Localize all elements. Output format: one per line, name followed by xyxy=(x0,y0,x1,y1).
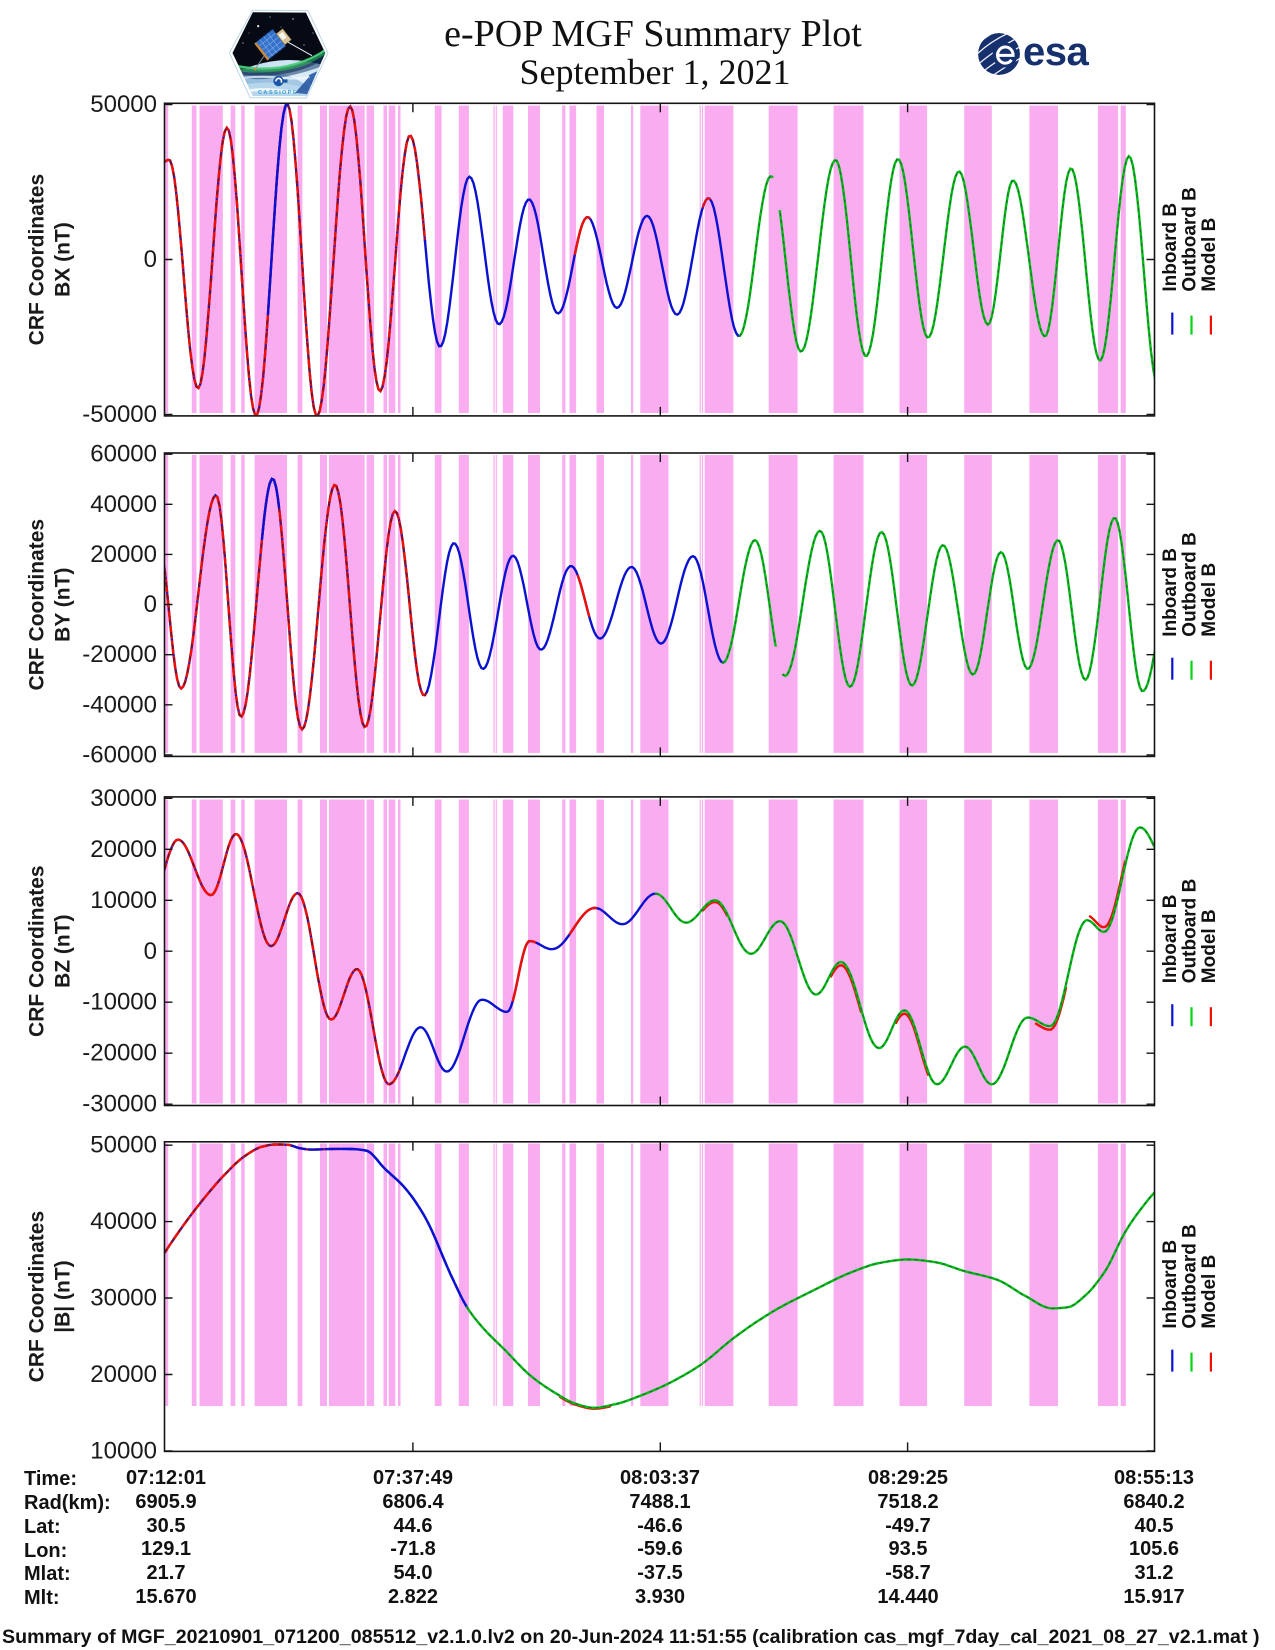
svg-text:-30000: -30000 xyxy=(82,1091,157,1118)
svg-text:20000: 20000 xyxy=(90,541,157,568)
svg-text:30000: 30000 xyxy=(90,785,157,812)
svg-text:20000: 20000 xyxy=(90,836,157,863)
svg-text:-50000: -50000 xyxy=(82,401,157,428)
svg-text:Model B: Model B xyxy=(1199,563,1220,637)
svg-text:0: 0 xyxy=(144,246,157,273)
svg-text:Inboard B: Inboard B xyxy=(1160,895,1181,984)
svg-text:CRF Coordinates: CRF Coordinates xyxy=(26,865,49,1037)
svg-text:-20000: -20000 xyxy=(82,1040,157,1067)
svg-text:40000: 40000 xyxy=(90,491,157,518)
svg-text:0: 0 xyxy=(144,938,157,965)
svg-text:BZ (nT): BZ (nT) xyxy=(52,914,75,987)
svg-text:CRF Coordinates: CRF Coordinates xyxy=(26,174,49,346)
svg-text:Inboard B: Inboard B xyxy=(1160,203,1181,292)
svg-text:BY (nT): BY (nT) xyxy=(52,568,75,642)
svg-text:-10000: -10000 xyxy=(82,989,157,1016)
svg-text:Outboard B: Outboard B xyxy=(1180,1224,1201,1329)
svg-text:|B| (nT): |B| (nT) xyxy=(52,1260,75,1332)
svg-text:20000: 20000 xyxy=(90,1361,157,1388)
svg-text:Model B: Model B xyxy=(1199,1255,1220,1329)
svg-text:Model B: Model B xyxy=(1199,218,1220,292)
svg-text:-40000: -40000 xyxy=(82,691,157,718)
svg-text:40000: 40000 xyxy=(90,1208,157,1235)
svg-text:10000: 10000 xyxy=(90,1437,157,1464)
svg-text:30000: 30000 xyxy=(90,1285,157,1312)
svg-text:Outboard B: Outboard B xyxy=(1180,187,1201,292)
svg-text:60000: 60000 xyxy=(90,441,157,468)
svg-text:Inboard B: Inboard B xyxy=(1160,548,1181,637)
svg-text:CRF Coordinates: CRF Coordinates xyxy=(26,519,49,691)
svg-text:-60000: -60000 xyxy=(82,741,157,768)
svg-text:50000: 50000 xyxy=(90,91,157,118)
svg-text:Inboard B: Inboard B xyxy=(1160,1240,1181,1329)
svg-text:CASSIOPE: CASSIOPE xyxy=(258,90,298,96)
svg-text:10000: 10000 xyxy=(90,887,157,914)
svg-text:CRF Coordinates: CRF Coordinates xyxy=(26,1211,49,1383)
svg-text:0: 0 xyxy=(144,591,157,618)
svg-text:-20000: -20000 xyxy=(82,641,157,668)
svg-text:Outboard B: Outboard B xyxy=(1180,532,1201,637)
svg-text:50000: 50000 xyxy=(90,1132,157,1159)
svg-text:BX (nT): BX (nT) xyxy=(52,222,75,297)
svg-text:Model B: Model B xyxy=(1199,909,1220,983)
svg-text:Outboard B: Outboard B xyxy=(1180,879,1201,984)
